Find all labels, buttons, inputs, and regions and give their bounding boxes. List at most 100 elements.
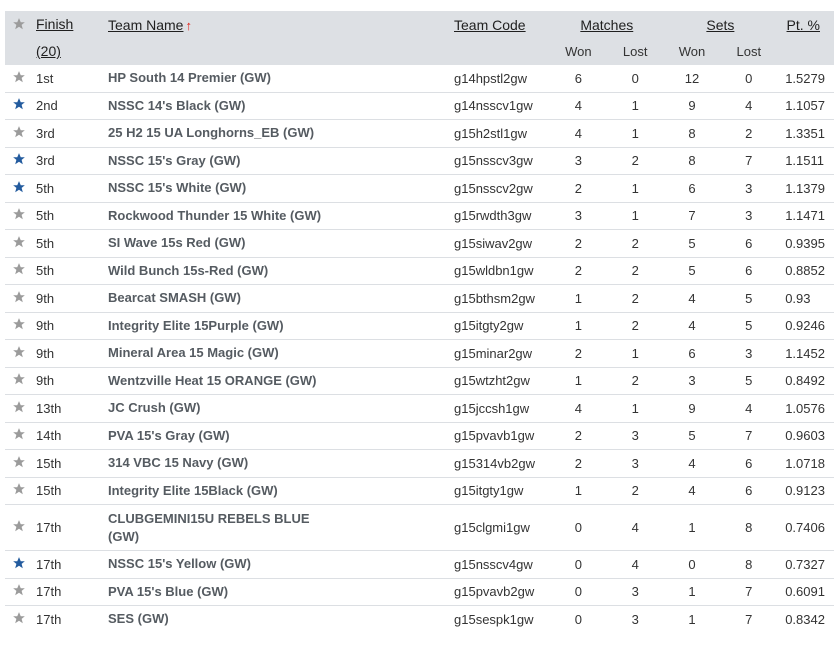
- team-name-link[interactable]: Integrity Elite 15Black (GW): [108, 482, 278, 498]
- team-name-cell[interactable]: Wild Bunch 15s-Red (GW): [108, 256, 454, 285]
- sets-lost-cell: 6: [720, 476, 778, 505]
- favorite-star-icon[interactable]: [5, 174, 33, 202]
- team-name-link[interactable]: Rockwood Thunder 15 White (GW): [108, 207, 322, 223]
- sort-finish-link[interactable]: Finish: [36, 16, 74, 32]
- favorite-star-icon[interactable]: [5, 504, 33, 551]
- table-row[interactable]: 13th JC Crush (GW) g15jccsh1gw 4 1 9 4 1.0576: [5, 394, 834, 422]
- table-row[interactable]: 9th Wentzville Heat 15 ORANGE (GW) g15wtzh…: [5, 366, 834, 395]
- header-sets[interactable]: Sets: [664, 11, 778, 38]
- team-name-link[interactable]: SES (GW): [108, 611, 169, 627]
- finish-count[interactable]: (20): [36, 43, 61, 59]
- team-name-cell[interactable]: PVA 15's Blue (GW): [108, 577, 454, 606]
- table-row[interactable]: 1st HP South 14 Premier (GW) g14hpstl2gw 6 0…: [5, 65, 834, 92]
- table-row[interactable]: 3rd NSSC 15's Gray (GW) g15nsscv3gw 3 2 8 7 1.1…: [5, 146, 834, 175]
- team-name-link[interactable]: Wentzville Heat 15 ORANGE (GW): [108, 372, 317, 388]
- team-name-cell[interactable]: Wentzville Heat 15 ORANGE (GW): [108, 366, 454, 395]
- team-name-cell[interactable]: NSSC 15's Gray (GW): [108, 146, 454, 175]
- favorite-star-icon[interactable]: [5, 449, 33, 477]
- team-name-link[interactable]: PVA 15's Blue (GW): [108, 583, 229, 599]
- team-name-cell[interactable]: SES (GW): [108, 605, 454, 633]
- sets-won-cell: 7: [663, 201, 721, 230]
- team-name-cell[interactable]: NSSC 15's White (GW): [108, 174, 454, 202]
- header-matches[interactable]: Matches: [550, 11, 664, 38]
- favorite-star-icon[interactable]: [5, 476, 33, 505]
- team-name-link[interactable]: HP South 14 Premier (GW): [108, 70, 272, 86]
- favorite-star-icon[interactable]: [5, 229, 33, 257]
- favorite-star-icon[interactable]: [5, 577, 33, 606]
- favorite-star-icon[interactable]: [5, 550, 33, 578]
- team-name-link[interactable]: PVA 15's Gray (GW): [108, 427, 230, 443]
- pt-pct-cell: 1.0718: [777, 449, 834, 477]
- table-row[interactable]: 5th SI Wave 15s Red (GW) g15siwav2gw 2 2 5 6 0.…: [5, 229, 834, 257]
- team-name-link[interactable]: NSSC 15's Gray (GW): [108, 152, 241, 168]
- team-name-cell[interactable]: Rockwood Thunder 15 White (GW): [108, 201, 454, 230]
- team-name-cell[interactable]: HP South 14 Premier (GW): [108, 65, 454, 92]
- table-row[interactable]: 9th Mineral Area 15 Magic (GW) g15minar2gw…: [5, 339, 834, 367]
- team-name-cell[interactable]: 25 H2 15 UA Longhorns_EB (GW): [108, 119, 454, 147]
- table-row[interactable]: 17th PVA 15's Blue (GW) g15pvavb2gw 0 3 1 7 0.6…: [5, 577, 834, 606]
- favorite-star-icon[interactable]: [5, 394, 33, 422]
- team-name-cell[interactable]: CLUBGEMINI15U REBELS BLUE (GW): [108, 504, 454, 551]
- sort-team-name-link[interactable]: Team Name: [108, 16, 184, 33]
- team-name-link[interactable]: 25 H2 15 UA Longhorns_EB (GW): [108, 125, 315, 141]
- favorite-star-icon[interactable]: [5, 339, 33, 367]
- table-row[interactable]: 14th PVA 15's Gray (GW) g15pvavb1gw 2 3 5 7 0.9…: [5, 421, 834, 450]
- table-row[interactable]: 5th NSSC 15's White (GW) g15nsscv2gw 2 1 6 3 1.…: [5, 174, 834, 202]
- favorite-star-icon[interactable]: [5, 605, 33, 633]
- header-team-name[interactable]: Team Name ↑: [108, 11, 454, 38]
- table-row[interactable]: 3rd 25 H2 15 UA Longhorns_EB (GW) g15h2stl…: [5, 119, 834, 147]
- favorite-star-icon[interactable]: [5, 65, 33, 92]
- sets-lost-cell: 0: [745, 70, 753, 86]
- team-name-cell[interactable]: PVA 15's Gray (GW): [108, 421, 454, 450]
- favorite-star-icon[interactable]: [5, 366, 33, 395]
- table-row[interactable]: 5th Rockwood Thunder 15 White (GW) g15rwdt…: [5, 201, 834, 230]
- table-row[interactable]: 9th Integrity Elite 15Purple (GW) g15itgty…: [5, 311, 834, 340]
- team-name-link[interactable]: Mineral Area 15 Magic (GW): [108, 345, 279, 361]
- team-name-cell[interactable]: Bearcat SMASH (GW): [108, 284, 454, 312]
- sort-team-code-link[interactable]: Team Code: [454, 16, 526, 33]
- header-finish[interactable]: Finish (20): [33, 11, 108, 65]
- favorite-star-icon[interactable]: [5, 119, 33, 147]
- favorite-star-icon[interactable]: [5, 91, 33, 120]
- team-name-cell[interactable]: Integrity Elite 15Black (GW): [108, 476, 454, 505]
- favorite-star-icon[interactable]: [5, 146, 33, 175]
- sets-won-cell: 1: [663, 605, 721, 633]
- header-star-icon[interactable]: [5, 11, 33, 65]
- team-name-cell[interactable]: NSSC 14's Black (GW): [108, 91, 454, 120]
- team-name-link[interactable]: Bearcat SMASH (GW): [108, 290, 241, 306]
- team-name-link[interactable]: NSSC 15's White (GW): [108, 180, 247, 196]
- table-row[interactable]: 17th SES (GW) g15sespk1gw 0 3 1 7 0.8342: [5, 605, 834, 633]
- team-name-link[interactable]: CLUBGEMINI15U REBELS BLUE (GW): [108, 510, 310, 544]
- sort-sets-link[interactable]: Sets: [706, 16, 735, 33]
- table-row[interactable]: 2nd NSSC 14's Black (GW) g14nsscv1gw 4 1 9 4 1.…: [5, 91, 834, 120]
- team-name-link[interactable]: 314 VBC 15 Navy (GW): [108, 455, 249, 471]
- table-row[interactable]: 15th Integrity Elite 15Black (GW) g15itgty…: [5, 476, 834, 505]
- team-name-cell[interactable]: Mineral Area 15 Magic (GW): [108, 339, 454, 367]
- team-name-cell[interactable]: JC Crush (GW): [108, 394, 454, 422]
- team-code-cell: g15siwav2gw: [454, 229, 550, 257]
- table-row[interactable]: 9th Bearcat SMASH (GW) g15bthsm2gw 1 2 4 5 0.93: [5, 284, 834, 312]
- favorite-star-icon[interactable]: [5, 201, 33, 230]
- team-name-cell[interactable]: 314 VBC 15 Navy (GW): [108, 449, 454, 477]
- sort-matches-link[interactable]: Matches: [580, 16, 634, 33]
- favorite-star-icon[interactable]: [5, 256, 33, 285]
- team-name-link[interactable]: SI Wave 15s Red (GW): [108, 235, 246, 251]
- team-name-link[interactable]: JC Crush (GW): [108, 400, 201, 416]
- team-name-cell[interactable]: Integrity Elite 15Purple (GW): [108, 311, 454, 340]
- team-name-link[interactable]: NSSC 15's Yellow (GW): [108, 556, 251, 572]
- sort-pt-pct-link[interactable]: Pt. %: [786, 16, 820, 33]
- table-row[interactable]: 17th NSSC 15's Yellow (GW) g15nsscv4gw 0 4 0 8…: [5, 550, 834, 578]
- table-row[interactable]: 5th Wild Bunch 15s-Red (GW) g15wldbn1gw 2 2 5…: [5, 256, 834, 285]
- table-row[interactable]: 17th CLUBGEMINI15U REBELS BLUE (GW) g15clg…: [5, 504, 834, 551]
- table-row[interactable]: 15th 314 VBC 15 Navy (GW) g15314vb2gw 2 3 4 6 1…: [5, 449, 834, 477]
- favorite-star-icon[interactable]: [5, 421, 33, 450]
- team-name-cell[interactable]: NSSC 15's Yellow (GW): [108, 550, 454, 578]
- header-pt-pct[interactable]: Pt. %: [777, 11, 834, 38]
- team-name-cell[interactable]: SI Wave 15s Red (GW): [108, 229, 454, 257]
- team-name-link[interactable]: NSSC 14's Black (GW): [108, 97, 246, 113]
- header-team-code[interactable]: Team Code: [454, 11, 550, 38]
- team-name-link[interactable]: Integrity Elite 15Purple (GW): [108, 317, 284, 333]
- team-name-link[interactable]: Wild Bunch 15s-Red (GW): [108, 262, 269, 278]
- favorite-star-icon[interactable]: [5, 284, 33, 312]
- favorite-star-icon[interactable]: [5, 311, 33, 340]
